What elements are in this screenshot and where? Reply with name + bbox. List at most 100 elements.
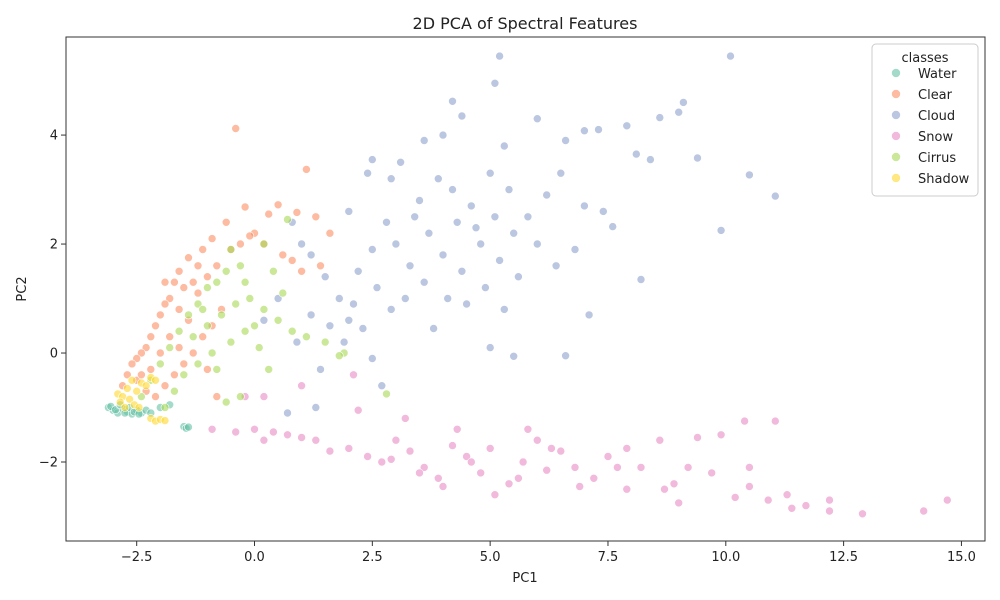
point-snow-50 <box>353 405 363 415</box>
legend-label: Cirrus <box>918 151 956 166</box>
point-cirrus-30 <box>236 392 245 401</box>
point-cloud-9 <box>674 107 684 117</box>
point-clear-52 <box>212 392 222 401</box>
point-clear-51 <box>203 365 212 374</box>
point-cloud-90 <box>306 310 316 320</box>
point-cloud-56 <box>598 207 608 216</box>
point-snow-19 <box>622 444 632 453</box>
point-snow-14 <box>716 430 726 440</box>
point-cirrus-22 <box>226 337 236 347</box>
point-cloud-80 <box>452 218 462 227</box>
point-cloud-5 <box>457 111 467 121</box>
point-clear-39 <box>123 370 132 380</box>
point-cloud-44 <box>386 174 396 183</box>
point-cirrus-29 <box>160 403 170 412</box>
point-cloud-15 <box>622 121 632 131</box>
point-cirrus-39 <box>188 332 198 342</box>
point-cloud-85 <box>339 337 349 347</box>
point-snow-39 <box>311 435 321 445</box>
point-cloud-7 <box>594 125 603 134</box>
point-snow-46 <box>207 424 217 434</box>
point-cloud-39 <box>297 239 306 249</box>
point-cloud-73 <box>462 299 471 309</box>
point-cirrus-11 <box>137 392 146 401</box>
point-clear-6 <box>311 212 321 222</box>
point-cloud-68 <box>372 283 382 292</box>
point-cloud-23 <box>636 275 646 284</box>
legend-item-water: Water <box>891 67 957 82</box>
point-clear-5 <box>292 208 302 217</box>
point-cloud-28 <box>429 324 438 333</box>
point-cloud-17 <box>646 155 655 164</box>
point-clear-55 <box>174 343 184 352</box>
point-cirrus-9 <box>156 359 165 369</box>
point-cloud-61 <box>457 266 467 276</box>
x-tick-label: 15.0 <box>947 550 976 565</box>
point-cirrus-42 <box>198 305 207 314</box>
legend-item-clear: Clear <box>891 88 953 103</box>
point-cloud-83 <box>509 228 519 238</box>
point-snow-25 <box>518 457 528 467</box>
point-cirrus-3 <box>212 277 222 287</box>
point-snow-53 <box>452 424 462 434</box>
point-clear-28 <box>278 250 288 260</box>
point-cloud-22 <box>608 222 618 231</box>
point-cloud-1 <box>726 51 735 61</box>
legend-label: Clear <box>918 88 953 103</box>
point-snow-67 <box>466 457 476 467</box>
point-cloud-30 <box>316 365 325 374</box>
point-clear-53 <box>156 348 165 358</box>
point-shadow-17 <box>134 403 144 412</box>
point-cloud-75 <box>499 305 509 314</box>
point-cloud-66 <box>551 261 561 271</box>
point-snow-68 <box>485 444 495 453</box>
legend-item-shadow: Shadow <box>891 172 970 187</box>
point-cirrus-34 <box>259 239 269 249</box>
point-snow-42 <box>269 427 278 437</box>
point-clear-23 <box>212 261 222 271</box>
point-cirrus-4 <box>203 283 212 292</box>
point-snow-35 <box>377 457 387 467</box>
point-snow-48 <box>259 392 269 401</box>
point-cloud-69 <box>386 305 396 314</box>
point-clear-26 <box>245 231 255 241</box>
point-cloud-57 <box>391 239 401 249</box>
point-snow-43 <box>259 435 269 445</box>
point-snow-22 <box>570 463 580 472</box>
x-axis-title: PC1 <box>512 571 537 586</box>
legend-marker <box>891 89 901 99</box>
point-snow-54 <box>523 424 533 434</box>
point-cloud-49 <box>466 201 476 211</box>
point-cloud-16 <box>631 149 641 159</box>
point-clear-33 <box>151 321 160 331</box>
point-snow-69 <box>542 465 552 475</box>
point-cloud-51 <box>504 185 514 194</box>
point-snow-29 <box>462 452 471 461</box>
point-snow-61 <box>415 468 424 478</box>
point-cloud-12 <box>419 136 429 145</box>
x-tick-label: 7.5 <box>598 550 619 565</box>
point-cloud-59 <box>424 228 434 238</box>
point-cloud-38 <box>306 250 316 260</box>
point-cloud-82 <box>490 212 500 222</box>
point-shadow-10 <box>120 403 130 412</box>
point-snow-58 <box>683 463 693 472</box>
point-cloud-72 <box>443 294 453 303</box>
point-snow-8 <box>763 495 773 505</box>
point-clear-48 <box>198 332 207 342</box>
point-snow-13 <box>730 493 740 502</box>
point-cloud-77 <box>367 245 377 254</box>
point-cirrus-40 <box>212 365 222 374</box>
legend-item-cloud: Cloud <box>891 109 955 124</box>
point-cirrus-17 <box>273 315 283 325</box>
point-snow-55 <box>547 444 556 453</box>
point-cloud-81 <box>471 223 481 232</box>
series-cirrus <box>137 215 391 412</box>
point-snow-16 <box>674 498 684 508</box>
point-clear-43 <box>151 392 160 401</box>
point-snow-6 <box>787 503 797 513</box>
point-clear-16 <box>170 277 179 287</box>
point-clear-45 <box>170 370 179 380</box>
x-tick-label: 2.5 <box>362 550 383 565</box>
